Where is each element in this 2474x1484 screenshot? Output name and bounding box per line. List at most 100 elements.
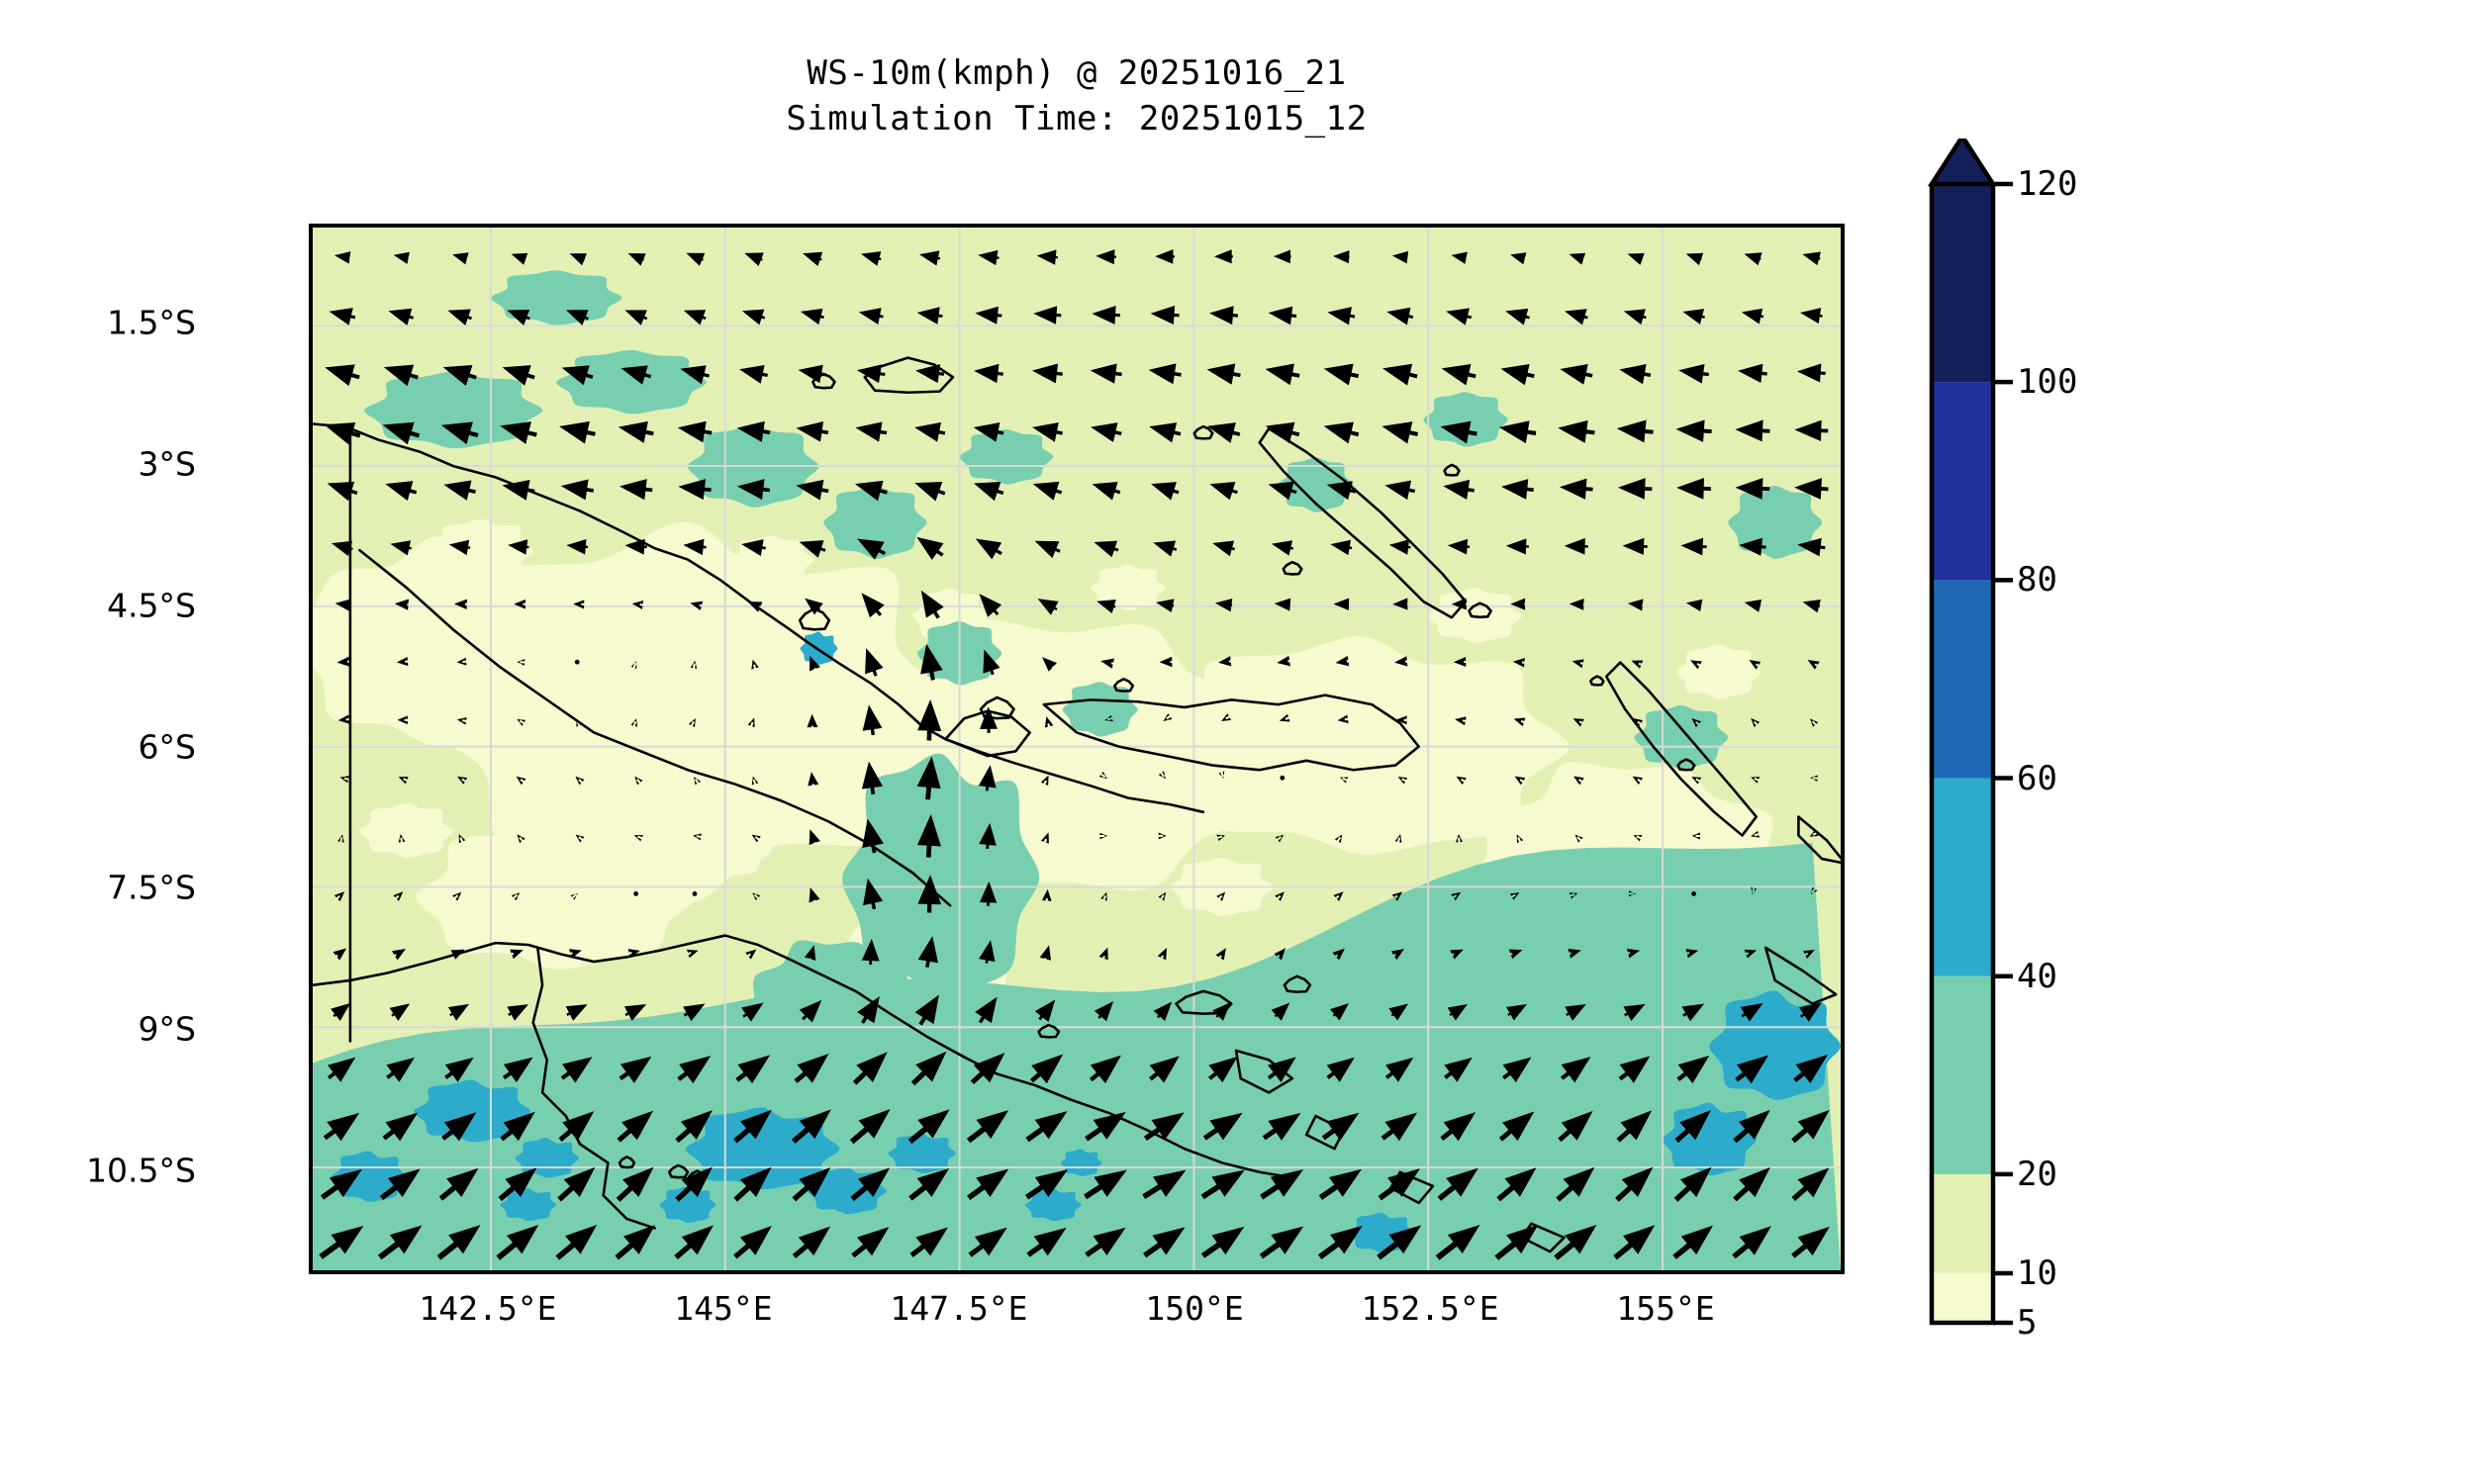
wind-vector	[1095, 249, 1117, 265]
wind-vector	[909, 1227, 948, 1257]
wind-vector	[1796, 363, 1826, 383]
y-tick-label: 1.5°S	[107, 303, 196, 342]
wind-vector	[916, 536, 944, 561]
wind-vector	[1100, 891, 1107, 901]
contour-5-10	[416, 823, 698, 971]
wind-vector	[974, 363, 1003, 384]
contour-40-60-8	[1709, 990, 1841, 1100]
wind-vector	[1040, 775, 1049, 787]
wind-vector	[1456, 834, 1463, 843]
contour-40-60-5	[659, 1186, 716, 1224]
wind-vector	[858, 308, 884, 325]
wind-vector	[1090, 1055, 1121, 1084]
wind-vector	[385, 481, 418, 502]
wind-vector	[979, 594, 1002, 617]
wind-vector	[615, 1225, 656, 1260]
wind-vector	[389, 1003, 411, 1021]
contour-20-40-south	[313, 842, 1841, 1270]
wind-vector	[1616, 1110, 1653, 1143]
wind-vector	[327, 1057, 356, 1082]
wind-vector	[1209, 306, 1239, 325]
wind-vector	[1039, 945, 1052, 961]
wind-vector	[1394, 834, 1402, 843]
wind-vector	[741, 539, 767, 556]
wind-vector	[1212, 540, 1236, 557]
wind-vector	[1202, 1112, 1243, 1141]
wind-vector	[397, 715, 408, 725]
wind-vector	[861, 761, 884, 795]
wind-vector	[975, 306, 1002, 325]
wind-vector	[1149, 1056, 1180, 1083]
wind-vector	[496, 1224, 539, 1260]
wind-vector	[1572, 718, 1584, 727]
wind-vector	[1615, 1166, 1654, 1202]
wind-vector	[1267, 1057, 1296, 1082]
wind-vector	[792, 1166, 831, 1202]
wind-vector	[1627, 599, 1644, 611]
wind-vector	[1099, 832, 1108, 840]
wind-vector	[1212, 1002, 1231, 1021]
wind-vector	[570, 892, 578, 900]
coast-dentrecasteaux	[1234, 1049, 1294, 1094]
wind-vector	[516, 776, 526, 786]
wind-vector	[450, 949, 465, 960]
wind-vector	[618, 420, 654, 443]
wind-vector	[1676, 1055, 1710, 1084]
colorbar-band-20-40	[1932, 975, 1993, 1174]
wind-vector	[1273, 249, 1291, 264]
wind-vector	[575, 776, 585, 786]
wind-vector	[1091, 422, 1122, 443]
y-tick-label: 9°S	[138, 1009, 196, 1049]
wind-vector	[1453, 657, 1467, 668]
wind-vector	[1632, 776, 1644, 786]
wind-vector	[1391, 891, 1403, 901]
wind-vector	[517, 718, 526, 726]
wind-vector	[1094, 1000, 1114, 1022]
coast-small-island-1	[811, 372, 836, 390]
wind-vector	[849, 1109, 891, 1145]
wind-vector	[796, 479, 829, 501]
wind-vector	[1096, 599, 1116, 614]
wind-vector	[1622, 537, 1648, 555]
wind-vector	[735, 1055, 771, 1084]
wind-vector	[1803, 950, 1815, 959]
wind-vector	[441, 1112, 477, 1142]
wind-vector	[1042, 657, 1058, 672]
wind-vector	[500, 421, 537, 444]
wind-vector	[690, 660, 698, 669]
wind-vector	[442, 364, 477, 386]
wind-vector	[851, 1227, 890, 1258]
wind-vector	[436, 1225, 481, 1260]
wind-vector	[683, 310, 707, 325]
wind-vector	[447, 1003, 470, 1021]
y-tick-label: 10.5°S	[86, 1151, 196, 1190]
wind-vector	[1386, 307, 1414, 325]
wind-vector	[1209, 482, 1238, 501]
wind-vector	[1751, 830, 1760, 838]
river-fly	[531, 946, 582, 1146]
wind-vector	[1685, 599, 1703, 612]
wind-vector	[1741, 308, 1764, 325]
wind-vector	[560, 479, 595, 501]
colorbar-tick-label: 60	[2017, 758, 2057, 798]
wind-vector	[733, 1109, 772, 1144]
wind-vector	[1809, 829, 1819, 837]
colorbar[interactable]: 120 100 80 60 40 20 10 5	[1910, 139, 2326, 1355]
wind-vector	[1735, 477, 1770, 500]
wind-vector	[1271, 540, 1294, 556]
chart-title: WS-10m(kmph) @ 20251016_21 Simulation Ti…	[309, 51, 1845, 141]
wind-vector	[616, 1166, 654, 1202]
wind-vector	[393, 891, 404, 901]
wind-vector	[1034, 999, 1056, 1023]
wind-vector	[1676, 477, 1711, 500]
wind-vector	[337, 834, 344, 843]
wind-vector	[1794, 478, 1829, 500]
wind-vector	[1618, 1056, 1651, 1083]
wind-vector	[1026, 1227, 1067, 1257]
contour-20-40-wisp-3	[823, 486, 927, 559]
contour-5-10-speck-0	[429, 518, 533, 582]
wind-vector	[1104, 714, 1113, 722]
wind-vector	[517, 659, 525, 666]
contour-20-40	[1456, 939, 1738, 1095]
wind-vector	[617, 1110, 654, 1143]
